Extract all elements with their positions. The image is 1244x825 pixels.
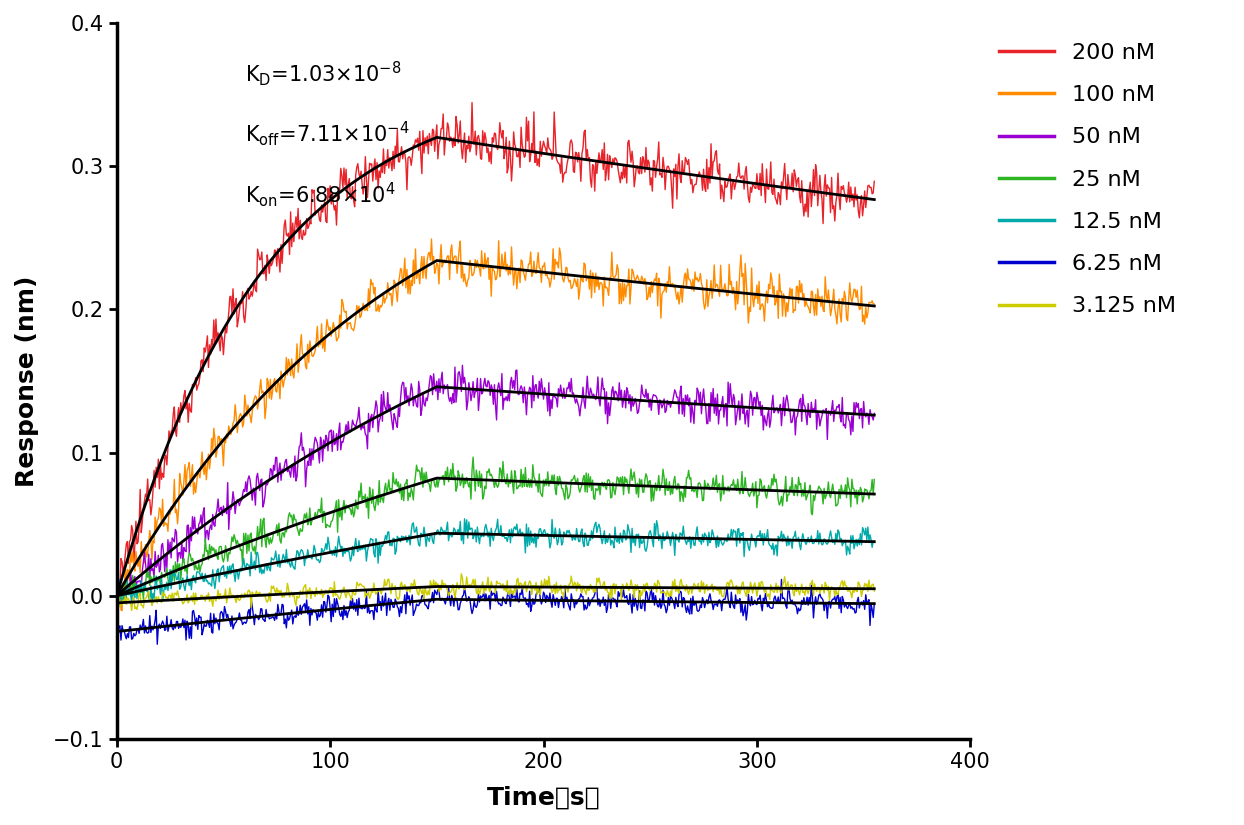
Legend: 200 nM, 100 nM, 50 nM, 25 nM, 12.5 nM, 6.25 nM, 3.125 nM: 200 nM, 100 nM, 50 nM, 25 nM, 12.5 nM, 6…	[990, 34, 1186, 325]
Text: K$_{\rm D}$=1.03×10$^{-8}$: K$_{\rm D}$=1.03×10$^{-8}$	[245, 59, 402, 87]
Text: K$_{\rm off}$=7.11×10$^{-4}$: K$_{\rm off}$=7.11×10$^{-4}$	[245, 120, 409, 148]
Y-axis label: Response (nm): Response (nm)	[15, 276, 39, 487]
X-axis label: Time（s）: Time（s）	[486, 786, 601, 810]
Text: K$_{\rm on}$=6.88×10$^{4}$: K$_{\rm on}$=6.88×10$^{4}$	[245, 181, 396, 210]
